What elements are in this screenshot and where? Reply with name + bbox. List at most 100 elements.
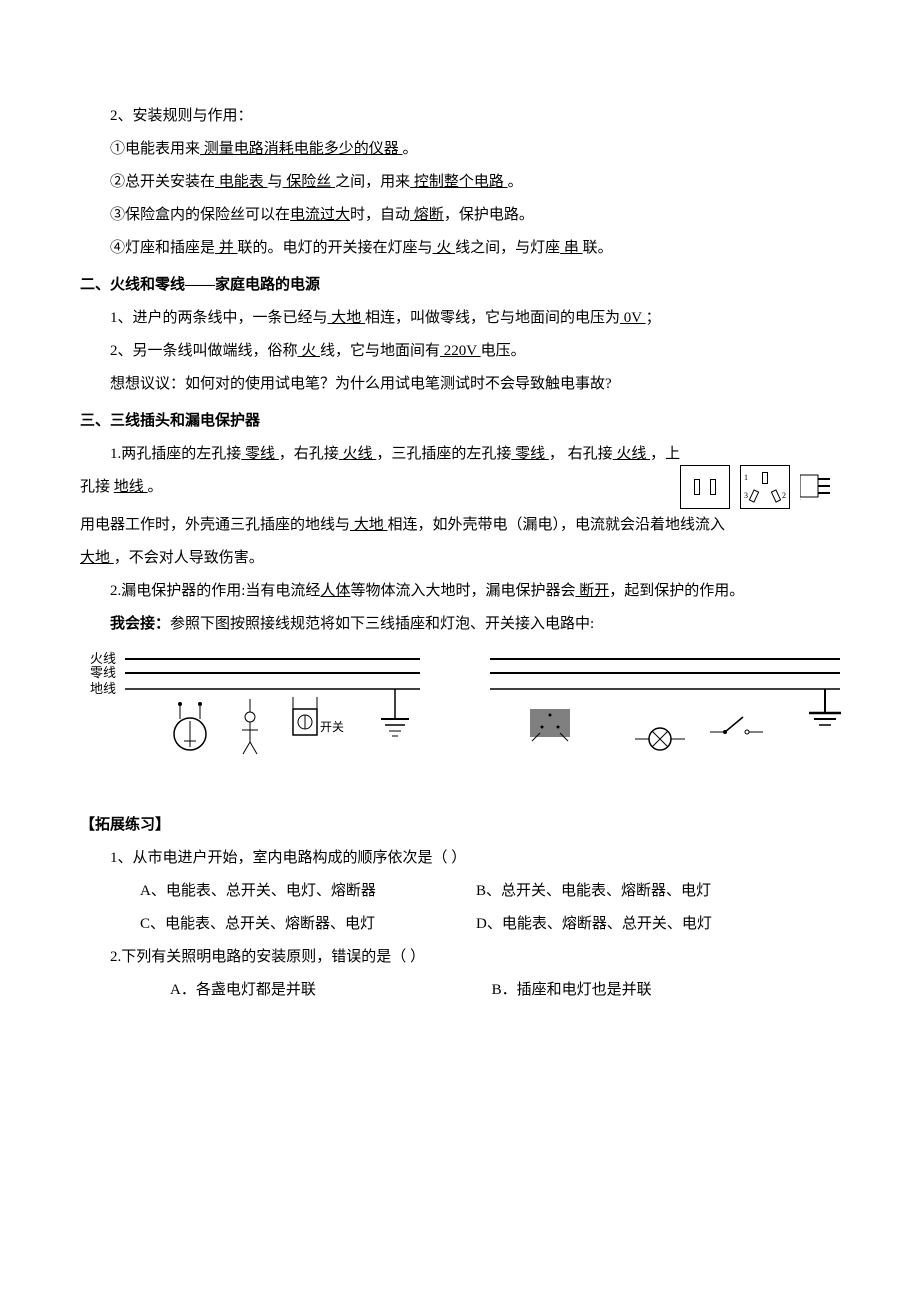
text: 联。 (583, 240, 613, 256)
blank: 串 (560, 240, 583, 256)
s2-p2: 2、另一条线叫做端线，俗称 火 线，它与地面间有 220V 电压。 (80, 335, 840, 368)
text: 相连，叫做零线，它与地面间的电压为 (365, 310, 620, 326)
blank: 火 (298, 343, 321, 359)
blank: 0V (620, 310, 646, 326)
blank: 火线 (613, 446, 651, 462)
text: 与 (268, 174, 283, 190)
blank: 电能表 (215, 174, 268, 190)
q2-A: A．各盏电灯都是并联 (170, 974, 492, 1007)
text: 孔接 (80, 479, 114, 495)
bulb-icon (635, 728, 685, 750)
two-hole-socket-icon (680, 465, 730, 509)
blank: 零线 (511, 446, 549, 462)
blank: 大地 (328, 310, 366, 326)
q1-D: D、电能表、熔断器、总开关、电灯 (476, 908, 812, 941)
text: 线之间，与灯座 (455, 240, 560, 256)
blank: 熔断 (410, 207, 444, 223)
s3-p4: 我会接：参照下图按照接线规范将如下三线插座和灯泡、开关接入电路中: (80, 608, 840, 641)
q1-A: A、电能表、总开关、电灯、熔断器 (140, 875, 476, 908)
blank: 零线 (241, 446, 279, 462)
s2-p1: 1、进户的两条线中，一条已经与 大地 相连，叫做零线，它与地面间的电压为 0V … (80, 302, 840, 335)
text: ； (646, 310, 661, 326)
switchbox-icon (293, 697, 317, 735)
section2-heading: 二、火线和零线——家庭电路的电源 (80, 269, 840, 302)
text: 用电器工作时，外壳通三孔插座的地线与 (80, 517, 350, 533)
text: ，不会对人导致伤害。 (114, 550, 264, 566)
text: 联的。电灯的开关接在灯座与 (238, 240, 433, 256)
text: ①电能表用来 (110, 141, 200, 157)
blank: 测量电路消耗电能多少的仪器 (200, 141, 403, 157)
q1-B: B、总开关、电能表、熔断器、电灯 (476, 875, 812, 908)
text: ②总开关安装在 (110, 174, 215, 190)
s2-p3: 想想议议：如何对的使用试电笔？为什么用试电笔测试时不会导致触电事故? (80, 368, 840, 401)
blank: 并 (215, 240, 238, 256)
plug-icon (800, 465, 840, 507)
text: 。 (403, 141, 418, 157)
blank: 保险丝 (283, 174, 336, 190)
text: ，三孔插座的左孔接 (376, 446, 511, 462)
s3-p2-line1: 用电器工作时，外壳通三孔插座的地线与 大地 相连，如外壳带电（漏电），电流就会沿… (80, 509, 840, 542)
s1-item2-title: 2、安装规则与作用： (80, 100, 840, 133)
ground-label: 地线 (90, 681, 116, 696)
blank: 控制整个电路 (410, 174, 508, 190)
label-1: 1 (744, 469, 748, 487)
text: 。 (508, 174, 523, 190)
blank: 火 (433, 240, 456, 256)
text: 线，它与地面间有 (320, 343, 440, 359)
text: ， 右孔接 (549, 446, 613, 462)
text: 2、另一条线叫做端线，俗称 (110, 343, 298, 359)
socket-illustrations: 1 3 2 (680, 465, 840, 509)
s1-p1: ①电能表用来 测量电路消耗电能多少的仪器 。 (80, 133, 840, 166)
three-hole-socket-icon: 1 3 2 (740, 465, 790, 509)
neutral-label: 零线 (90, 665, 116, 680)
label: 我会接： (110, 616, 170, 632)
text: 。 (148, 479, 163, 495)
text: ，起到保护的作用。 (609, 583, 744, 599)
s3-p2-line2: 大地 ，不会对人导致伤害。 (80, 542, 840, 575)
text: 之间，用来 (335, 174, 410, 190)
exercises-heading: 【拓展练习】 (80, 809, 840, 842)
meter-icon (174, 702, 206, 750)
label-2: 2 (782, 487, 786, 505)
q2-B: B．插座和电灯也是并联 (492, 974, 814, 1007)
text: ，右孔接 (279, 446, 339, 462)
s1-p4: ④灯座和插座是 并 联的。电灯的开关接在灯座与 火 线之间，与灯座 串 联。 (80, 232, 840, 265)
section3-heading: 三、三线插头和漏电保护器 (80, 405, 840, 438)
blank: 人体 (320, 583, 350, 599)
ground-icon-right (809, 689, 841, 725)
text: ，保护电路。 (444, 207, 534, 223)
text: ④灯座和插座是 (110, 240, 215, 256)
text: 等物体流入大地时，漏电保护器会 (350, 583, 575, 599)
s1-p3: ③保险盒内的保险丝可以在电流过大时，自动 熔断，保护电路。 (80, 199, 840, 232)
text: 1、进户的两条线中，一条已经与 (110, 310, 328, 326)
live-label: 火线 (90, 651, 116, 666)
q1-options: A、电能表、总开关、电灯、熔断器 B、总开关、电能表、熔断器、电灯 C、电能表、… (80, 875, 840, 941)
blank: 电流过大 (290, 207, 350, 223)
open-switch-icon (710, 717, 763, 734)
q2: 2.下列有关照明电路的安装原则，错误的是（ ） (80, 941, 840, 974)
wiring-diagram: 火线 零线 地线 (80, 649, 840, 789)
label-3: 3 (744, 487, 748, 505)
text: ③保险盒内的保险丝可以在 (110, 207, 290, 223)
q1-C: C、电能表、总开关、熔断器、电灯 (140, 908, 476, 941)
blank: 大地 (350, 517, 388, 533)
blank: 地线 (114, 479, 148, 495)
s3-p3: 2.漏电保护器的作用:当有电流经人体等物体流入大地时，漏电保护器会 断开，起到保… (80, 575, 840, 608)
q2-options: A．各盏电灯都是并联 B．插座和电灯也是并联 (80, 974, 840, 1007)
text: ，上 (650, 446, 680, 462)
ground-icon-left (381, 689, 409, 736)
three-socket-icon (530, 709, 570, 741)
blank: 断开 (575, 583, 609, 599)
s1-p2: ②总开关安装在 电能表 与 保险丝 之间，用来 控制整个电路 。 (80, 166, 840, 199)
blank: 大地 (80, 550, 114, 566)
text: 参照下图按照接线规范将如下三线插座和灯泡、开关接入电路中: (170, 616, 594, 632)
blank: 220V (440, 343, 481, 359)
text: 1.两孔插座的左孔接 (110, 446, 241, 462)
switch-label: 开关 (320, 720, 344, 734)
text: 相连，如外壳带电（漏电），电流就会沿着地线流入 (388, 517, 726, 533)
text: 电压。 (481, 343, 526, 359)
text: 2.漏电保护器的作用:当有电流经 (110, 583, 320, 599)
blank: 火线 (339, 446, 377, 462)
fuse-icon (242, 699, 258, 754)
text: 时，自动 (350, 207, 410, 223)
